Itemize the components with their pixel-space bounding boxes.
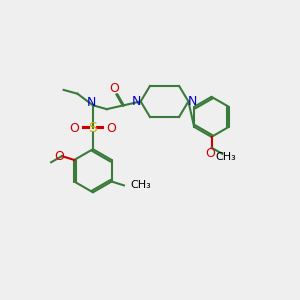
Text: O: O [54,150,64,163]
Text: N: N [87,97,96,110]
Text: CH₃: CH₃ [130,180,151,190]
Text: S: S [88,122,97,135]
Text: O: O [205,147,215,160]
Text: O: O [106,122,116,135]
Text: N: N [132,95,142,108]
Text: N: N [188,95,197,108]
Text: O: O [70,122,80,135]
Text: CH₃: CH₃ [215,152,236,162]
Text: O: O [109,82,118,95]
